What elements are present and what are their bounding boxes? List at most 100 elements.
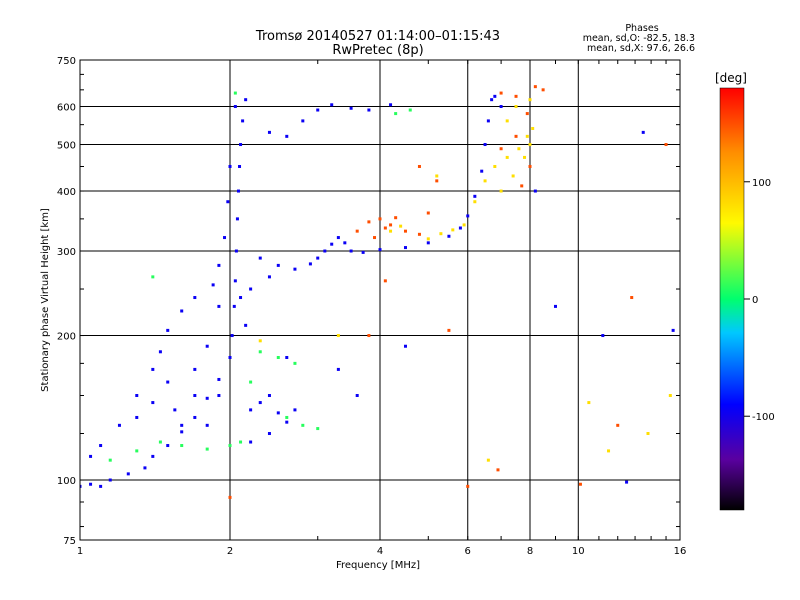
echo-point — [499, 147, 503, 151]
echo-point — [217, 304, 221, 308]
echo-point — [108, 478, 112, 482]
colorbar-label: [deg] — [715, 71, 747, 85]
echo-point — [528, 98, 532, 102]
echo-point — [528, 143, 532, 147]
echo-point — [625, 480, 629, 484]
echo-point — [330, 103, 334, 107]
echo-point — [533, 189, 537, 193]
echo-point — [417, 232, 421, 236]
y-tick-label: 300 — [57, 247, 76, 258]
echo-point — [473, 200, 477, 204]
y-tick-label: 600 — [57, 103, 76, 114]
echo-point — [493, 94, 497, 98]
echo-point — [249, 287, 253, 291]
echo-point — [108, 458, 112, 462]
echo-point — [166, 380, 170, 384]
echo-point — [528, 164, 532, 168]
echo-point — [367, 220, 371, 224]
echo-point — [239, 296, 243, 300]
echo-point — [293, 267, 297, 271]
echo-point — [193, 367, 197, 371]
chart-subtitle: RwPretec (8p) — [332, 43, 423, 58]
echo-point — [228, 495, 232, 499]
echo-point — [258, 339, 262, 343]
echo-point — [480, 169, 484, 173]
echo-point — [236, 189, 240, 193]
echo-point — [244, 98, 248, 102]
echo-point — [389, 223, 393, 227]
echo-point — [458, 226, 462, 230]
echo-point — [205, 344, 209, 348]
echo-point — [668, 394, 672, 398]
echo-point — [439, 232, 443, 236]
echo-point — [378, 248, 382, 252]
echo-point — [587, 401, 591, 405]
echo-point — [426, 241, 430, 245]
echo-point — [173, 408, 177, 412]
echo-point — [373, 236, 377, 240]
echo-point — [267, 275, 271, 279]
echo-point — [533, 85, 537, 89]
echo-point — [180, 444, 184, 448]
echo-point — [285, 420, 289, 424]
echo-point — [228, 164, 232, 168]
echo-point — [408, 108, 412, 112]
echo-point — [511, 174, 515, 178]
echo-point — [514, 94, 518, 98]
echo-point — [417, 164, 421, 168]
echo-point — [249, 380, 253, 384]
echo-point — [301, 119, 305, 123]
echo-point — [239, 440, 243, 444]
y-axis-label: Stationary phase Virtual Height [km] — [40, 208, 51, 392]
echo-point — [166, 444, 170, 448]
echo-point — [89, 482, 93, 486]
echo-point — [233, 91, 237, 95]
echo-point — [486, 119, 490, 123]
echo-point — [349, 249, 353, 253]
echo-point — [466, 484, 470, 488]
echo-point — [205, 396, 209, 400]
x-tick-label: 6 — [465, 546, 471, 557]
echo-point — [499, 91, 503, 95]
plot-frame — [79, 59, 681, 541]
x-tick-label: 4 — [377, 546, 383, 557]
echo-point — [336, 367, 340, 371]
echo-point — [336, 236, 340, 240]
echo-point — [343, 241, 347, 245]
y-tick-label: 200 — [57, 332, 76, 343]
echo-point — [601, 334, 605, 338]
echo-point — [496, 468, 500, 472]
echo-point — [151, 454, 155, 458]
echo-point — [671, 328, 675, 332]
info-line-x: mean, sd,X: 97.6, 26.6 — [587, 43, 695, 54]
echo-point — [293, 408, 297, 412]
y-tick-label: 500 — [57, 141, 76, 152]
echo-point — [355, 394, 359, 398]
echo-point — [193, 415, 197, 419]
echo-point — [80, 484, 82, 488]
echo-point — [135, 415, 139, 419]
echo-point — [607, 449, 611, 453]
echo-point — [394, 216, 398, 220]
echo-point — [447, 328, 451, 332]
colorbar-tick-label: -100 — [752, 412, 775, 423]
echo-point — [135, 394, 139, 398]
echo-point — [126, 472, 130, 476]
echo-point — [228, 355, 232, 359]
echo-point — [135, 449, 139, 453]
y-tick-label: 750 — [57, 56, 76, 67]
echo-point — [233, 279, 237, 283]
echo-point — [525, 112, 529, 116]
echo-point — [664, 143, 668, 147]
x-tick-label: 8 — [527, 546, 533, 557]
info-title: Phases — [625, 23, 658, 34]
echo-point — [525, 134, 529, 138]
echo-point — [249, 440, 253, 444]
echo-point — [205, 447, 209, 451]
echo-point — [578, 482, 582, 486]
echo-point — [244, 323, 248, 327]
echo-point — [466, 214, 470, 218]
y-tick-label: 75 — [63, 536, 76, 547]
echo-point — [641, 130, 645, 134]
